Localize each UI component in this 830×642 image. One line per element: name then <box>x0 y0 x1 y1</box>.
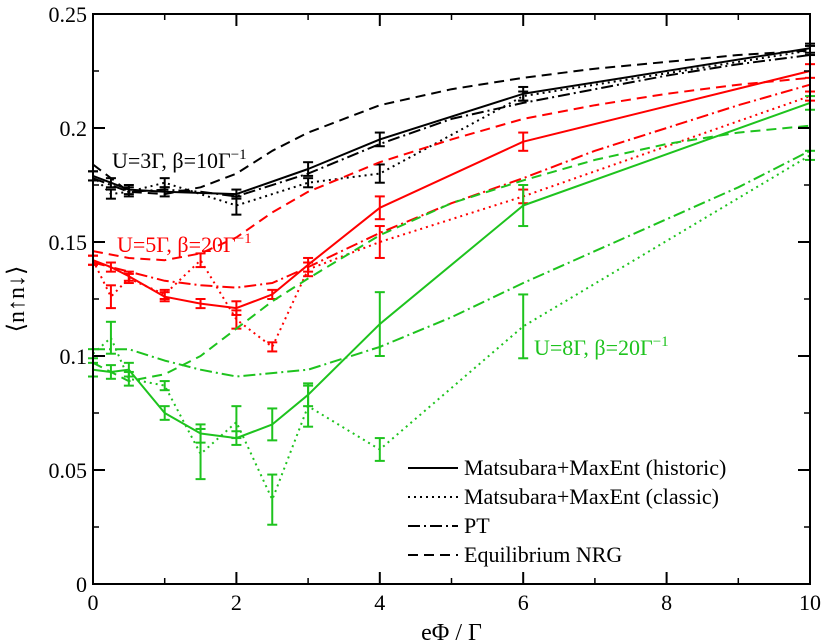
series-line-classic <box>92 49 811 207</box>
series-group <box>88 63 815 353</box>
series-group <box>88 42 815 216</box>
y-tick-label: 0 <box>76 572 87 597</box>
error-bar <box>374 131 385 148</box>
series-group <box>88 95 815 526</box>
y-tick-label: 0.25 <box>49 2 88 27</box>
error-bar <box>267 473 278 526</box>
series-annotation: U=5Γ, β=20Γ−1 <box>117 231 252 257</box>
error-bar <box>267 341 278 353</box>
error-bar <box>105 188 116 200</box>
series-line-NRG <box>92 124 811 383</box>
error-bar <box>303 177 314 189</box>
error-bar <box>374 225 385 259</box>
error-bar <box>374 163 385 184</box>
legend-label: PT <box>464 513 490 538</box>
error-bar <box>374 195 385 221</box>
x-tick-label: 6 <box>518 590 529 615</box>
y-tick-label: 0.2 <box>60 116 88 141</box>
annotations: U=3Γ, β=10Γ−1 U=5Γ, β=20Γ−1 U=8Γ, β=20Γ−1 <box>112 147 669 360</box>
y-tick-label: 0.05 <box>49 458 88 483</box>
x-tick-label: 4 <box>374 590 385 615</box>
series-line-classic <box>92 95 811 348</box>
series-line-PT <box>92 54 811 198</box>
error-bar <box>267 407 278 442</box>
error-bar <box>159 177 170 189</box>
legend: Matsubara+MaxEnt (historic) Matsubara+Max… <box>408 455 726 567</box>
error-bar <box>159 288 170 300</box>
x-axis-title: eΦ / Γ <box>421 620 482 642</box>
legend-label: Matsubara+MaxEnt (classic) <box>464 484 719 509</box>
x-tick-label: 8 <box>661 590 672 615</box>
axis-ticks: 0 2 4 6 8 10 0 0.05 0.1 0.15 0.2 0.25 <box>49 2 822 615</box>
error-bar <box>159 405 170 421</box>
x-tick-label: 10 <box>799 590 821 615</box>
error-bar <box>195 298 206 310</box>
plot-area <box>88 42 815 526</box>
x-tick-label: 0 <box>88 590 99 615</box>
y-tick-label: 0.1 <box>60 344 88 369</box>
error-bar <box>518 293 529 360</box>
series-line-PT <box>93 149 811 378</box>
error-bar <box>303 384 314 428</box>
error-bar <box>105 261 116 273</box>
y-tick-label: 0.15 <box>49 230 88 255</box>
series-line-historic <box>92 70 811 310</box>
y-axis-title: ⟨n↑n↓⟩ <box>4 266 30 333</box>
error-bar <box>518 90 529 102</box>
error-bar <box>374 291 385 357</box>
error-bar <box>518 131 529 152</box>
error-bar <box>159 380 170 392</box>
error-bar <box>231 405 242 440</box>
x-tick-label: 2 <box>231 590 242 615</box>
error-bar <box>303 261 314 278</box>
error-bar <box>195 427 206 481</box>
error-bar <box>105 284 116 310</box>
series-annotation: U=8Γ, β=20Γ−1 <box>534 334 669 360</box>
error-bar <box>123 272 134 285</box>
series-annotation: U=3Γ, β=10Γ−1 <box>112 147 247 173</box>
error-bar <box>374 437 385 462</box>
error-bar <box>518 184 529 228</box>
series-line-NRG <box>92 76 811 262</box>
legend-label: Equilibrium NRG <box>464 542 622 567</box>
series-line-NRG <box>92 49 811 196</box>
legend-label: Matsubara+MaxEnt (historic) <box>464 455 726 480</box>
error-bar <box>123 370 134 387</box>
